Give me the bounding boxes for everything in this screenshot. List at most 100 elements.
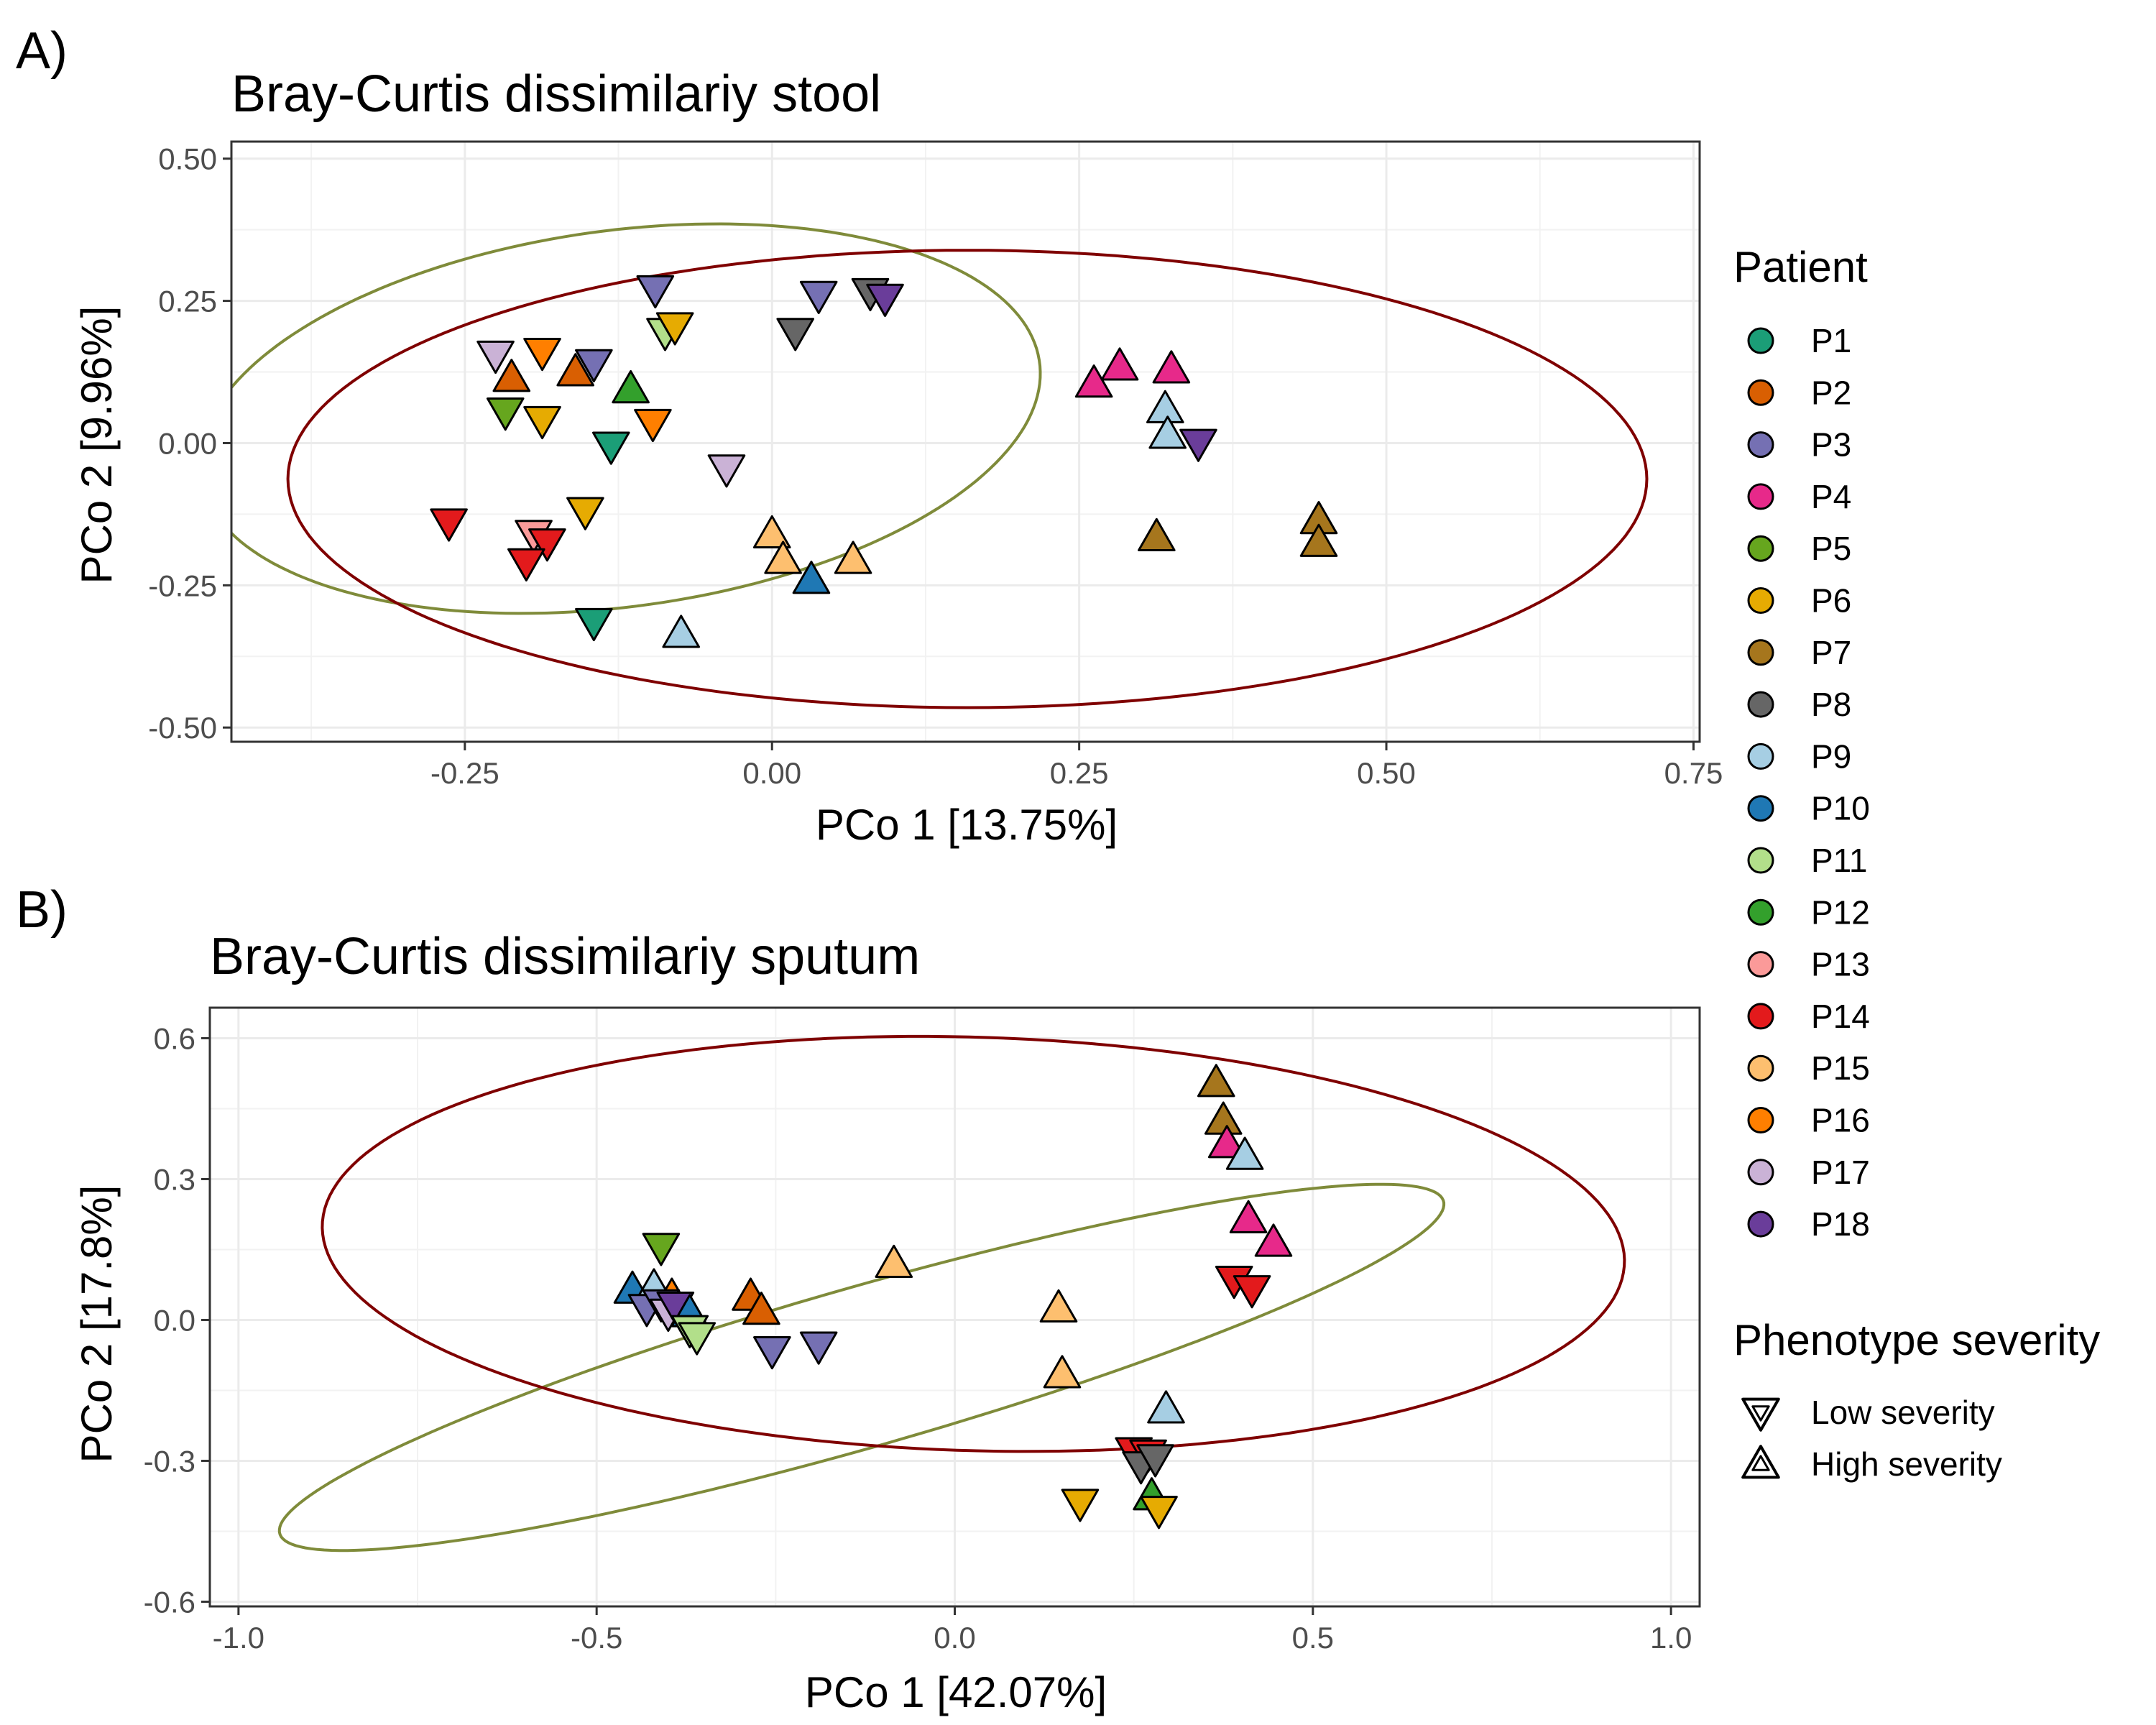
legend-swatch-p17 [1747,1159,1774,1186]
panel-b-ellipse-low-severity [277,1182,1446,1552]
panel-a-plot-background [231,142,1700,742]
panel-b-point-p9 [1225,1136,1264,1170]
legend-shape-low-severity [1741,1397,1780,1432]
legend-label-p16: P16 [1811,1102,1870,1139]
legend-swatch-p10 [1747,795,1774,822]
panel-b-ylabel: PCo 2 [17.8%] [73,1185,121,1463]
panel-b-ellipse-high-severity [321,1034,1626,1453]
legend-label-p7: P7 [1811,634,1851,671]
panel-b-xtick-label: -1.0 [213,1621,264,1655]
panel-a-point-p8 [776,318,815,351]
legend-swatch-p4 [1747,483,1774,510]
legend: Patient P1P2P3P4P5P6P7P8P9P10P11P12P13P1… [1733,243,2100,1483]
legend-label-p15: P15 [1811,1049,1870,1087]
panel-b-ytick-label: 0.3 [154,1162,195,1196]
panel-b-point-p2 [742,1292,780,1325]
legend-label-p9: P9 [1811,737,1851,775]
panel-a-point-p15 [752,515,791,549]
panel-b-ytick-label: -0.3 [144,1444,195,1478]
panel-a-ytick-label: 0.25 [158,285,217,318]
panel-a-point-p1 [591,431,630,465]
panel-a-point-p7 [1138,518,1176,551]
panel-b-ytick-label: 0.0 [154,1303,195,1337]
panel-a-point-p18 [866,283,904,317]
panel-a-point-p6 [523,405,561,440]
panel-b-xlabel: PCo 1 [42.07%] [805,1668,1107,1716]
panel-b-point-p15 [875,1244,913,1278]
panel-b-point-p4 [1207,1125,1246,1159]
panel-a-ytick-label: 0.00 [158,426,217,460]
panel-a-xtick-label: -0.25 [430,756,499,790]
panel-a-ytick-label: 0.50 [158,142,217,176]
panel-a-ylabel: PCo 2 [9.96%] [73,306,121,584]
legend-swatch-p18 [1747,1210,1774,1238]
legend-label-p4: P4 [1811,478,1851,515]
panel-b-point-p3 [799,1331,838,1365]
panel-b: B) Bray-Curtis dissimilariy sputum PCo 1… [16,881,1701,1716]
panel-b-point-p7 [1197,1064,1235,1098]
panel-b-xtick-label: 0.0 [934,1621,975,1655]
panel-a-title: Bray-Curtis dissimilariy stool [231,65,881,123]
legend-label-p2: P2 [1811,374,1851,411]
panel-b-point-p15 [1039,1289,1078,1323]
legend-label-p18: P18 [1811,1205,1870,1243]
legend-patient-entries: P1 P2 P3 P4 P5 P6 P7 P8 P9 P10 P11 P12 P13 P14 P15 P16 P… [1747,322,1870,1243]
legend-label-p12: P12 [1811,893,1870,931]
panel-b-point-p14 [1233,1275,1271,1309]
panel-a-point-p9 [662,615,701,648]
legend-shape-inner [1751,1405,1770,1422]
panel-a-point-p3 [799,280,838,314]
legend-label-p3: P3 [1811,426,1851,464]
panel-b-point-p15 [1043,1355,1082,1389]
panel-b-point-p6 [1061,1489,1100,1522]
legend-swatch-p3 [1747,431,1774,459]
legend-severity-entries: Low severity High severity [1741,1394,2002,1483]
legend-label-p11: P11 [1811,842,1867,879]
panel-b-point-p4 [1254,1223,1293,1257]
legend-severity-title: Phenotype severity [1733,1316,2100,1364]
legend-swatch-p13 [1747,951,1774,978]
legend-label-high-severity: High severity [1811,1445,2002,1483]
panel-a-point-p15 [834,540,872,574]
legend-swatch-p8 [1747,691,1774,718]
legend-shape-high-severity [1741,1445,1780,1479]
panel-a-panel-border [230,140,1701,743]
panel-a-point-p14 [528,528,566,562]
legend-swatch-p1 [1747,327,1774,354]
panel-a-point-p14 [430,508,468,542]
panel-a-point-p12 [612,369,650,404]
panel-b-point-p4 [1229,1200,1268,1233]
legend-swatch-p14 [1747,1003,1774,1030]
panel-b-xtick-label: 1.0 [1650,1621,1692,1655]
legend-swatch-p7 [1747,639,1774,666]
panel-b-ytick-label: 0.6 [154,1021,195,1055]
panel-a-xtick-label: 0.75 [1664,756,1723,790]
legend-label-p13: P13 [1811,946,1870,983]
panel-a-point-p16 [523,337,561,372]
panel-a-point-p4 [1100,347,1139,381]
panel-a-point-p9 [1148,415,1187,449]
panel-a-point-p6 [655,312,694,346]
legend-shape-inner [1751,1455,1770,1471]
panel-a-point-p6 [566,497,604,530]
legend-swatch-p16 [1747,1107,1774,1133]
legend-swatch-p15 [1747,1054,1774,1082]
panel-a-point-p17 [707,454,746,488]
legend-label-low-severity: Low severity [1811,1394,1995,1431]
panel-a: A) Bray-Curtis dissimilariy stool PCo 1 … [16,22,1723,849]
panel-b-point-p11 [678,1322,717,1356]
panel-a-ellipse-low-severity [231,222,1042,615]
panel-b-xtick-label: -0.5 [571,1621,622,1655]
panel-b-title: Bray-Curtis dissimilariy sputum [210,928,920,985]
legend-label-p5: P5 [1811,530,1851,567]
panel-a-ellipse-high-severity [286,249,1649,709]
legend-swatch-p12 [1747,898,1774,926]
panel-a-point-p18 [1179,428,1217,462]
legend-label-p10: P10 [1811,790,1870,827]
panel-b-point-p6 [1140,1496,1178,1530]
legend-swatch-p9 [1747,742,1774,770]
panel-a-xtick-label: 0.25 [1050,756,1109,790]
panel-a-label: A) [16,22,68,80]
panel-a-point-p2 [556,353,594,387]
